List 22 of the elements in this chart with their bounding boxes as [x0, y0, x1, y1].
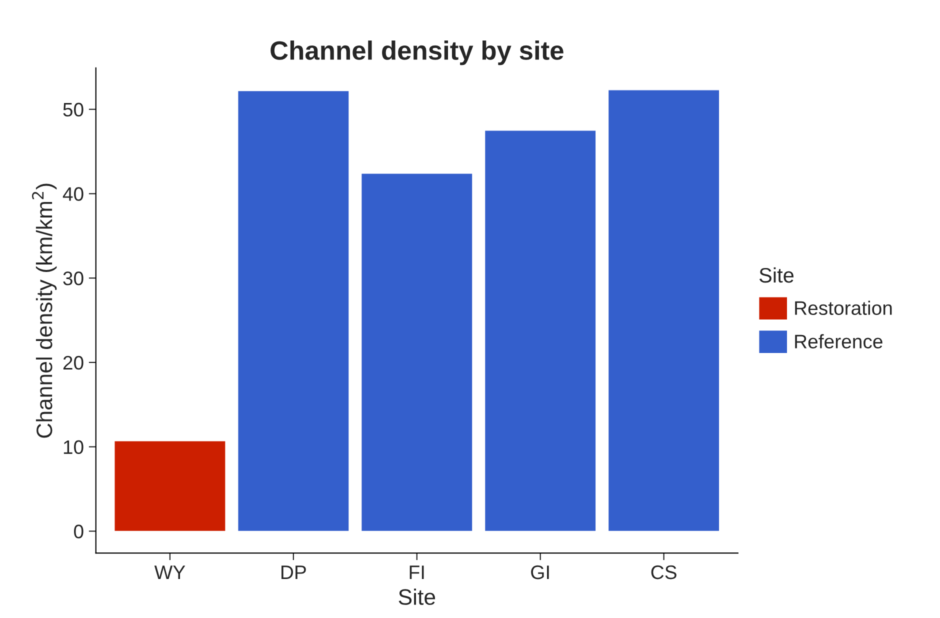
x-axis-title: Site — [398, 588, 436, 605]
legend-label: Reference — [795, 334, 882, 348]
y-tick-label: 10 — [64, 440, 84, 454]
y-tick-label: 0 — [74, 524, 84, 538]
bar — [238, 90, 350, 532]
bar — [114, 440, 226, 532]
x-tick-label: WY — [154, 566, 186, 580]
y-tick-label: 40 — [62, 187, 84, 201]
y-tick-label: 50 — [63, 102, 84, 117]
x-tick-label: DP — [282, 566, 306, 580]
y-axis-title: Channel density (km/km$^{2}$) — [32, 184, 57, 438]
bar — [484, 130, 596, 532]
chart-title: Channel density by site — [270, 40, 564, 66]
x-tick-label: GI — [531, 565, 549, 580]
y-tick-label: 30 — [63, 272, 84, 286]
x-tick-label: CS — [651, 565, 676, 580]
y-tick-label: 20 — [63, 356, 84, 370]
legend-label: Restoration — [795, 300, 892, 315]
x-tick-label: FI — [410, 566, 424, 580]
bar — [360, 173, 473, 532]
bar — [608, 90, 720, 532]
legend-title: Site — [759, 267, 794, 283]
